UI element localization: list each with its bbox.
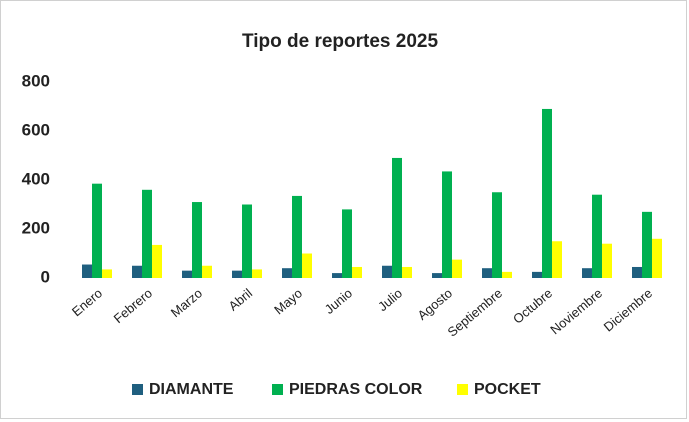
bar [342, 209, 352, 278]
bar [632, 266, 642, 278]
bar [202, 265, 212, 278]
bar [292, 195, 302, 278]
y-tick-label: 800 [22, 71, 50, 90]
bar [442, 171, 452, 278]
bar [192, 202, 202, 278]
y-tick-label: 200 [22, 218, 50, 237]
legend-swatch [457, 384, 468, 395]
y-tick-label: 400 [22, 169, 50, 188]
bar [382, 265, 392, 278]
legend-swatch [272, 384, 283, 395]
bar [642, 211, 652, 278]
bar [92, 183, 102, 278]
legend-swatch [132, 384, 143, 395]
bar [532, 271, 542, 278]
bar [652, 238, 662, 278]
bar [82, 264, 92, 278]
bar [492, 192, 502, 278]
bar [392, 157, 402, 278]
bar [552, 241, 562, 278]
legend-label: POCKET [474, 381, 541, 398]
bar [232, 270, 242, 278]
bar [582, 268, 592, 278]
bar [452, 259, 462, 278]
bar [332, 273, 342, 278]
bar [602, 243, 612, 278]
bar [282, 268, 292, 278]
bar [132, 265, 142, 278]
bar [182, 270, 192, 278]
bar [432, 273, 442, 278]
y-tick-label: 600 [22, 120, 50, 139]
bar [142, 189, 152, 278]
bar [542, 108, 552, 278]
bar [242, 204, 252, 278]
legend-label: PIEDRAS COLOR [289, 381, 423, 398]
bar [592, 194, 602, 278]
bar [102, 269, 112, 278]
bar [302, 253, 312, 278]
chart-title: Tipo de reportes 2025 [242, 31, 438, 52]
bar [252, 269, 262, 278]
bar [482, 268, 492, 278]
y-tick-label: 0 [41, 267, 50, 286]
bar [402, 266, 412, 278]
bar [502, 271, 512, 278]
legend-label: DIAMANTE [149, 381, 234, 398]
bar [152, 244, 162, 278]
bar [352, 266, 362, 278]
